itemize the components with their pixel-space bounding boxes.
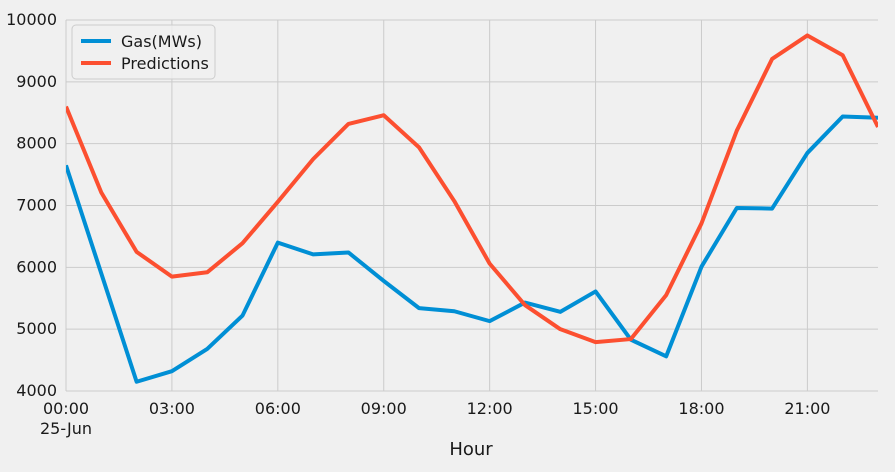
series-lines <box>66 33 878 384</box>
x-tick-label: 09:00 <box>361 399 407 418</box>
y-axis-ticks: 4000 5000 6000 7000 8000 9000 10000 <box>6 10 57 400</box>
y-tick-label: 5000 <box>16 319 57 338</box>
x-tick-label: 15:00 <box>573 399 619 418</box>
x-tick-label: 21:00 <box>784 399 830 418</box>
y-tick-label: 7000 <box>16 196 57 215</box>
y-tick-label: 9000 <box>16 72 57 91</box>
series-line-1 <box>66 33 878 345</box>
legend-box <box>71 24 216 80</box>
y-tick-label: 8000 <box>16 134 57 153</box>
x-tick-label: 18:00 <box>678 399 724 418</box>
y-tick-label: 10000 <box>6 10 57 29</box>
legend-label: Gas(MWs) <box>121 32 202 51</box>
x-axis-title: Hour <box>449 439 493 460</box>
x-tick-label: 03:00 <box>149 399 195 418</box>
legend: Gas(MWs) Predictions <box>71 24 216 80</box>
y-tick-label: 6000 <box>16 257 57 276</box>
x-tick-label: 12:00 <box>467 399 513 418</box>
series-line-0 <box>66 114 878 384</box>
x-tick-sublabel: 25-Jun <box>40 419 92 438</box>
grid-lines <box>65 19 878 392</box>
y-tick-label: 4000 <box>16 381 57 400</box>
x-tick-label: 00:00 <box>43 399 89 418</box>
legend-label: Predictions <box>121 54 209 73</box>
x-tick-label: 06:00 <box>255 399 301 418</box>
